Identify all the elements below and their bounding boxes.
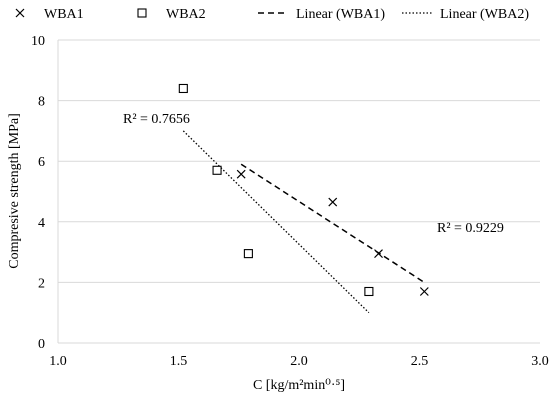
data-points	[178, 83, 429, 297]
data-point-wba2-0	[178, 83, 188, 94]
y-tick-label-2: 4	[38, 216, 45, 231]
data-point-wba1-1	[328, 197, 338, 207]
data-point-wba1-0	[236, 169, 246, 179]
legend-label-wba1: WBA1	[44, 7, 84, 22]
y-tick-label-4: 8	[38, 95, 45, 110]
y-tick-label-0: 0	[38, 337, 45, 352]
legend-label-linear-wba1: Linear (WBA1)	[296, 7, 385, 22]
y-tick-label-3: 6	[38, 155, 45, 170]
data-point-wba1-2	[374, 249, 383, 259]
trendlines	[182, 130, 425, 314]
data-point-wba2-1	[212, 165, 222, 175]
y-axis-label: Compresive strength [MPa]	[7, 113, 22, 269]
y-tick-label-5: 10	[31, 34, 45, 49]
x-tick-label-2: 2.0	[290, 354, 308, 369]
data-point-wba2-2	[243, 249, 253, 259]
y-tick-labels: 0 2 4 6 8 10	[31, 34, 45, 352]
r2-label-wba2: R² = 0.7656	[123, 112, 190, 127]
legend: WBA1 WBA2 Linear (WBA1) Linear (WBA2)	[15, 7, 529, 22]
x-tick-label-4: 3.0	[531, 354, 549, 369]
x-tick-label-3: 2.5	[411, 354, 429, 369]
legend-symbol-wba2	[137, 8, 147, 18]
legend-label-wba2: WBA2	[166, 7, 206, 22]
data-point-wba2-3	[364, 286, 374, 297]
legend-item-linear-wba1: Linear (WBA1)	[258, 7, 385, 22]
r2-label-wba1: R² = 0.9229	[437, 221, 504, 236]
trendline-wba1	[240, 163, 425, 284]
x-tick-labels: 1.0 1.5 2.0 2.5 3.0	[49, 354, 549, 369]
legend-symbol-wba1	[15, 8, 25, 18]
x-axis-label: C [kg/m²min⁰·⁵]	[253, 378, 345, 393]
x-tick-label-1: 1.5	[170, 354, 188, 369]
legend-item-wba1: WBA1	[15, 7, 84, 22]
data-point-wba1-3	[419, 287, 429, 296]
grid-lines	[58, 39, 540, 283]
axes	[57, 40, 540, 344]
legend-item-linear-wba2: Linear (WBA2)	[402, 7, 529, 22]
y-tick-label-1: 2	[38, 276, 45, 291]
legend-item-wba2: WBA2	[137, 7, 206, 22]
trendline-wba2	[182, 130, 370, 314]
legend-label-linear-wba2: Linear (WBA2)	[440, 7, 529, 22]
x-tick-label-0: 1.0	[49, 354, 67, 369]
